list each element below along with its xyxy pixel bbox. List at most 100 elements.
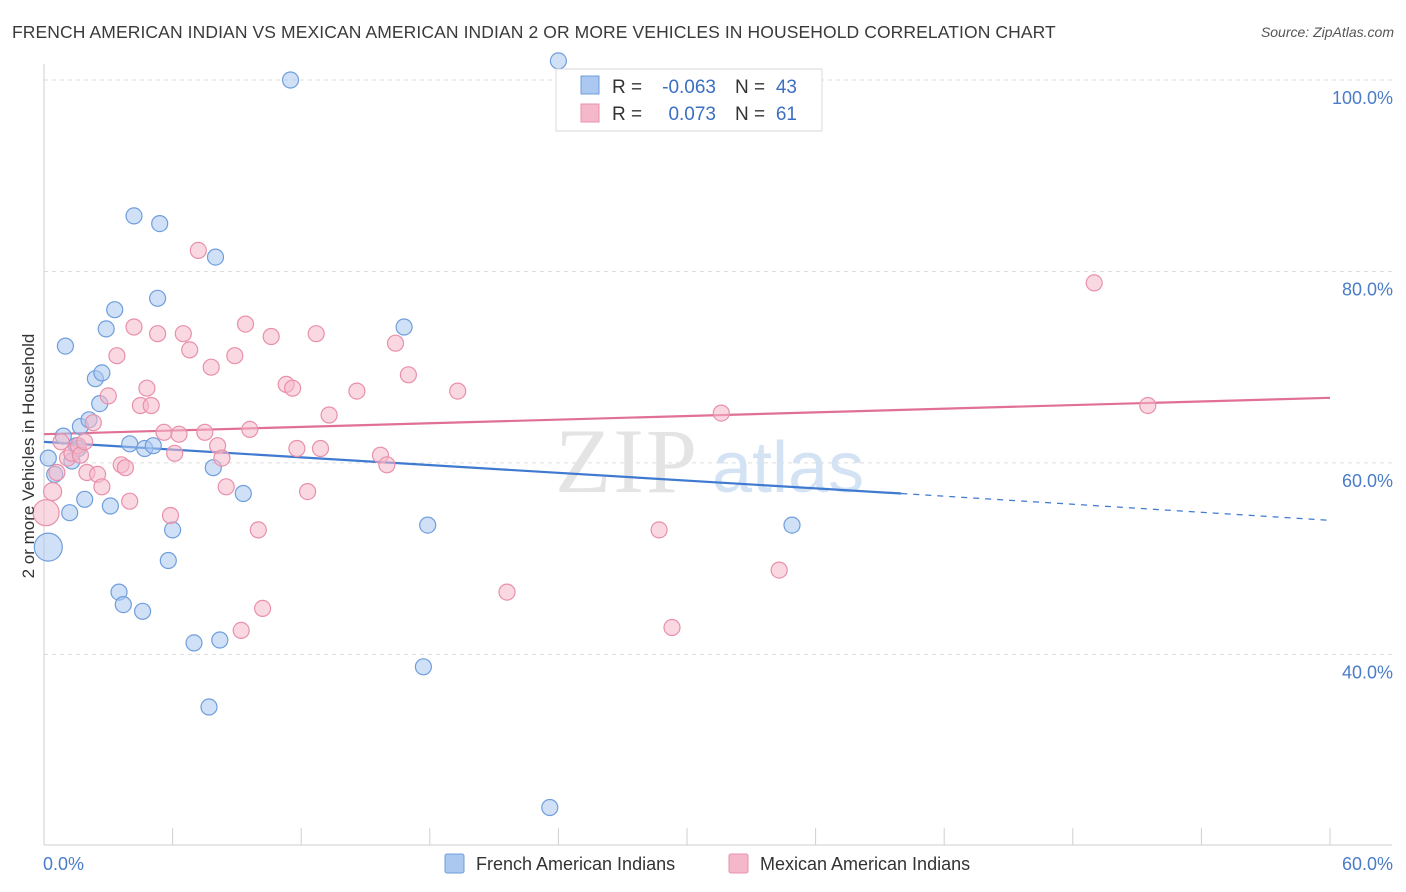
trend-line-mexican xyxy=(43,396,1331,436)
data-point xyxy=(106,301,124,319)
data-point xyxy=(1139,396,1157,415)
data-point xyxy=(288,439,306,458)
data-point xyxy=(48,463,66,482)
data-point xyxy=(498,583,516,601)
data-point xyxy=(108,347,126,365)
data-point xyxy=(281,71,300,89)
watermark: ZIP atlas xyxy=(555,410,864,512)
series-legend: French American Indians Mexican American… xyxy=(444,853,970,874)
data-point xyxy=(56,337,75,355)
data-point xyxy=(386,334,405,352)
data-point xyxy=(138,379,156,397)
data-point xyxy=(770,561,788,579)
data-point xyxy=(320,406,338,424)
series-french xyxy=(33,52,801,817)
data-point xyxy=(144,437,162,455)
bottom-legend-swatch-french xyxy=(444,853,465,874)
data-point xyxy=(189,241,207,259)
legend-n-label-french: N = xyxy=(735,77,765,98)
data-point xyxy=(348,382,366,400)
data-point xyxy=(116,459,135,477)
watermark-zip: ZIP xyxy=(555,410,699,512)
data-point xyxy=(93,364,111,382)
y-tick-label: 100.0% xyxy=(1332,88,1393,108)
data-point xyxy=(236,315,255,333)
bottom-legend-label-mexican: Mexican American Indians xyxy=(760,854,970,874)
data-point xyxy=(155,423,173,441)
data-point xyxy=(76,433,94,451)
data-points xyxy=(32,52,1157,817)
data-point xyxy=(232,621,250,640)
data-point xyxy=(650,521,668,539)
x-tick-label-end: 60.0% xyxy=(1342,854,1393,874)
y-tick-label: 60.0% xyxy=(1342,471,1393,491)
chart-title: FRENCH AMERICAN INDIAN VS MEXICAN AMERIC… xyxy=(12,22,1056,42)
data-point xyxy=(164,521,182,539)
data-point xyxy=(213,449,231,467)
data-point xyxy=(101,497,120,515)
legend-r-value-french: -0.063 xyxy=(662,77,716,98)
data-point xyxy=(712,404,730,422)
data-point xyxy=(121,492,139,510)
data-point xyxy=(76,490,94,508)
data-point xyxy=(185,634,203,652)
data-point xyxy=(32,499,60,527)
data-point xyxy=(217,478,235,496)
series-mexican xyxy=(32,241,1157,640)
correlation-legend: R = -0.063 N = 43 R = 0.073 N = 61 xyxy=(555,68,823,132)
data-point xyxy=(311,439,330,458)
trend-line-extension-french xyxy=(901,492,1331,521)
data-point xyxy=(399,366,417,384)
data-point xyxy=(97,320,115,338)
data-point xyxy=(226,347,244,365)
data-point xyxy=(200,698,218,716)
legend-swatch-mexican xyxy=(580,103,600,123)
data-point xyxy=(33,532,63,562)
data-point xyxy=(39,449,57,467)
data-point xyxy=(196,423,214,441)
data-point xyxy=(307,325,325,343)
data-point xyxy=(249,521,267,539)
data-point xyxy=(134,602,152,620)
legend-n-value-french: 43 xyxy=(776,77,797,98)
data-point xyxy=(541,798,559,817)
data-point xyxy=(549,52,568,70)
data-point xyxy=(284,379,302,397)
data-point xyxy=(395,318,413,336)
y-tick-label: 80.0% xyxy=(1342,279,1393,299)
data-point xyxy=(663,618,681,637)
data-point xyxy=(414,658,432,676)
bottom-legend-label-french: French American Indians xyxy=(476,854,675,874)
data-point xyxy=(84,414,102,432)
data-point xyxy=(149,289,167,307)
data-point xyxy=(783,516,801,534)
data-point xyxy=(1085,274,1103,292)
legend-r-label-french: R = xyxy=(612,77,642,98)
data-point xyxy=(206,248,225,266)
data-point xyxy=(161,506,180,525)
legend-n-label-mexican: N = xyxy=(735,104,765,125)
data-point xyxy=(378,456,396,474)
legend-swatch-french xyxy=(580,75,600,95)
data-point xyxy=(159,551,177,570)
data-point xyxy=(42,482,63,502)
data-point xyxy=(125,207,143,225)
data-point xyxy=(114,595,132,614)
data-point xyxy=(93,478,111,496)
trend-lines xyxy=(43,396,1331,521)
data-point xyxy=(52,433,70,451)
data-point xyxy=(170,425,188,443)
data-point xyxy=(181,341,199,359)
data-point xyxy=(151,215,169,233)
legend-r-value-mexican: 0.073 xyxy=(668,104,716,125)
data-point xyxy=(254,599,272,618)
data-point xyxy=(174,325,192,343)
data-point xyxy=(149,325,167,343)
data-point xyxy=(241,420,259,438)
data-point xyxy=(299,483,317,501)
data-point xyxy=(61,504,79,522)
data-point xyxy=(449,382,467,400)
trend-line-french xyxy=(43,440,902,495)
watermark-atlas: atlas xyxy=(712,428,864,508)
